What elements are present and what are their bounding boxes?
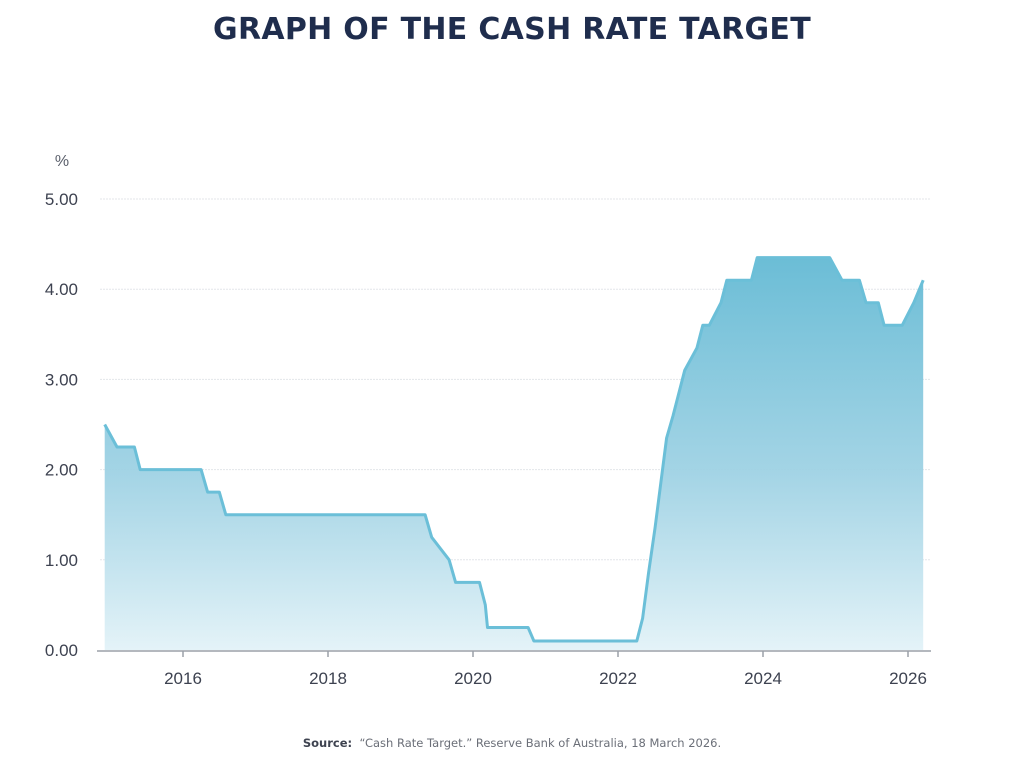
series-line — [103, 256, 925, 643]
y-tick-label: 1.00 — [45, 551, 78, 570]
source-note: Source: “Cash Rate Target.” Reserve Bank… — [0, 736, 1024, 750]
y-tick-label: 3.00 — [45, 370, 78, 389]
x-tick-label: 2024 — [744, 669, 782, 688]
y-axis-label: % — [55, 153, 69, 170]
x-tick-label: 2018 — [309, 669, 347, 688]
x-tick-label: 2020 — [454, 669, 492, 688]
x-tick-label: 2022 — [599, 669, 637, 688]
area-fill — [104, 257, 924, 650]
chart-title: GRAPH OF THE CASH RATE TARGET — [213, 12, 811, 47]
y-tick-label: 0.00 — [45, 641, 78, 660]
y-tick-label: 2.00 — [45, 461, 78, 480]
x-tick-label: 2026 — [889, 669, 927, 688]
x-tick-label: 2016 — [164, 669, 202, 688]
y-tick-label: 5.00 — [45, 190, 78, 209]
axes: 0.00 1.00 2.00 3.00 4.00 5.00 2016 2018 2020 2022… — [45, 190, 931, 688]
source-label: Source: — [302, 736, 353, 750]
source-text: “Cash Rate Target.” Reserve Bank of Aust… — [359, 736, 722, 750]
y-tick-label: 4.00 — [45, 280, 78, 299]
series-area — [103, 256, 925, 650]
